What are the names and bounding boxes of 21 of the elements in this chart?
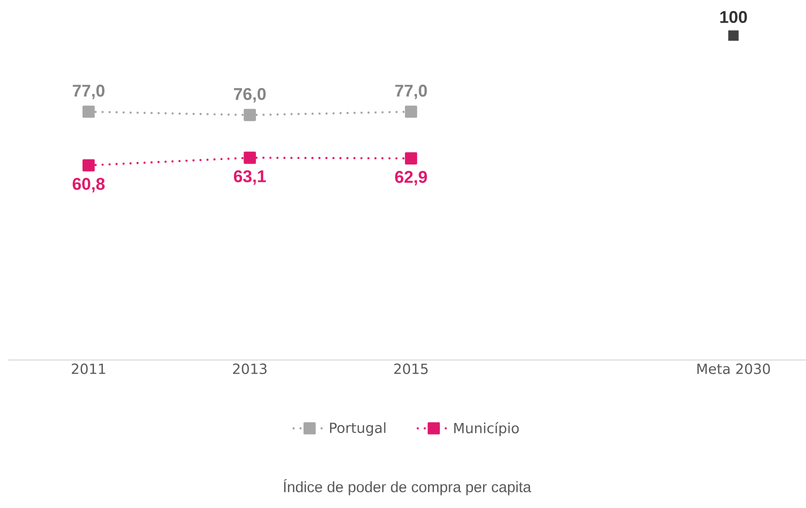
- point: [404, 106, 418, 118]
- x-tick-label: 2013: [233, 364, 267, 374]
- data-label: 60,8: [72, 178, 105, 192]
- data-label: 76,0: [234, 88, 266, 102]
- legend-label: Município: [454, 422, 519, 436]
- point: [244, 108, 256, 122]
- data-label: 63,1: [234, 170, 266, 185]
- data-label: 100: [720, 10, 747, 24]
- x-tick-label: 2015: [394, 364, 428, 374]
- text: Índice de poder de compra per capita: [284, 479, 532, 496]
- legend-label: Portugal: [330, 422, 386, 436]
- x-tick-label: 2011: [72, 364, 106, 374]
- point: [244, 152, 256, 164]
- point: [404, 152, 418, 164]
- data-label: 77,0: [395, 84, 427, 100]
- point: [82, 106, 95, 118]
- data-label: 77,0: [72, 84, 104, 100]
- point: [728, 30, 739, 41]
- data-label: 62,9: [395, 170, 427, 186]
- x-tick-label: Meta 2030: [697, 364, 770, 374]
- point: [82, 159, 95, 172]
